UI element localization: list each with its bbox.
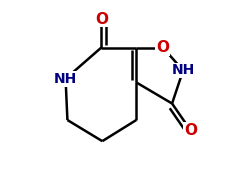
- Text: NH: NH: [172, 63, 195, 78]
- Text: O: O: [184, 123, 197, 138]
- Text: O: O: [95, 11, 108, 27]
- Text: O: O: [156, 40, 169, 55]
- Text: NH: NH: [54, 72, 77, 86]
